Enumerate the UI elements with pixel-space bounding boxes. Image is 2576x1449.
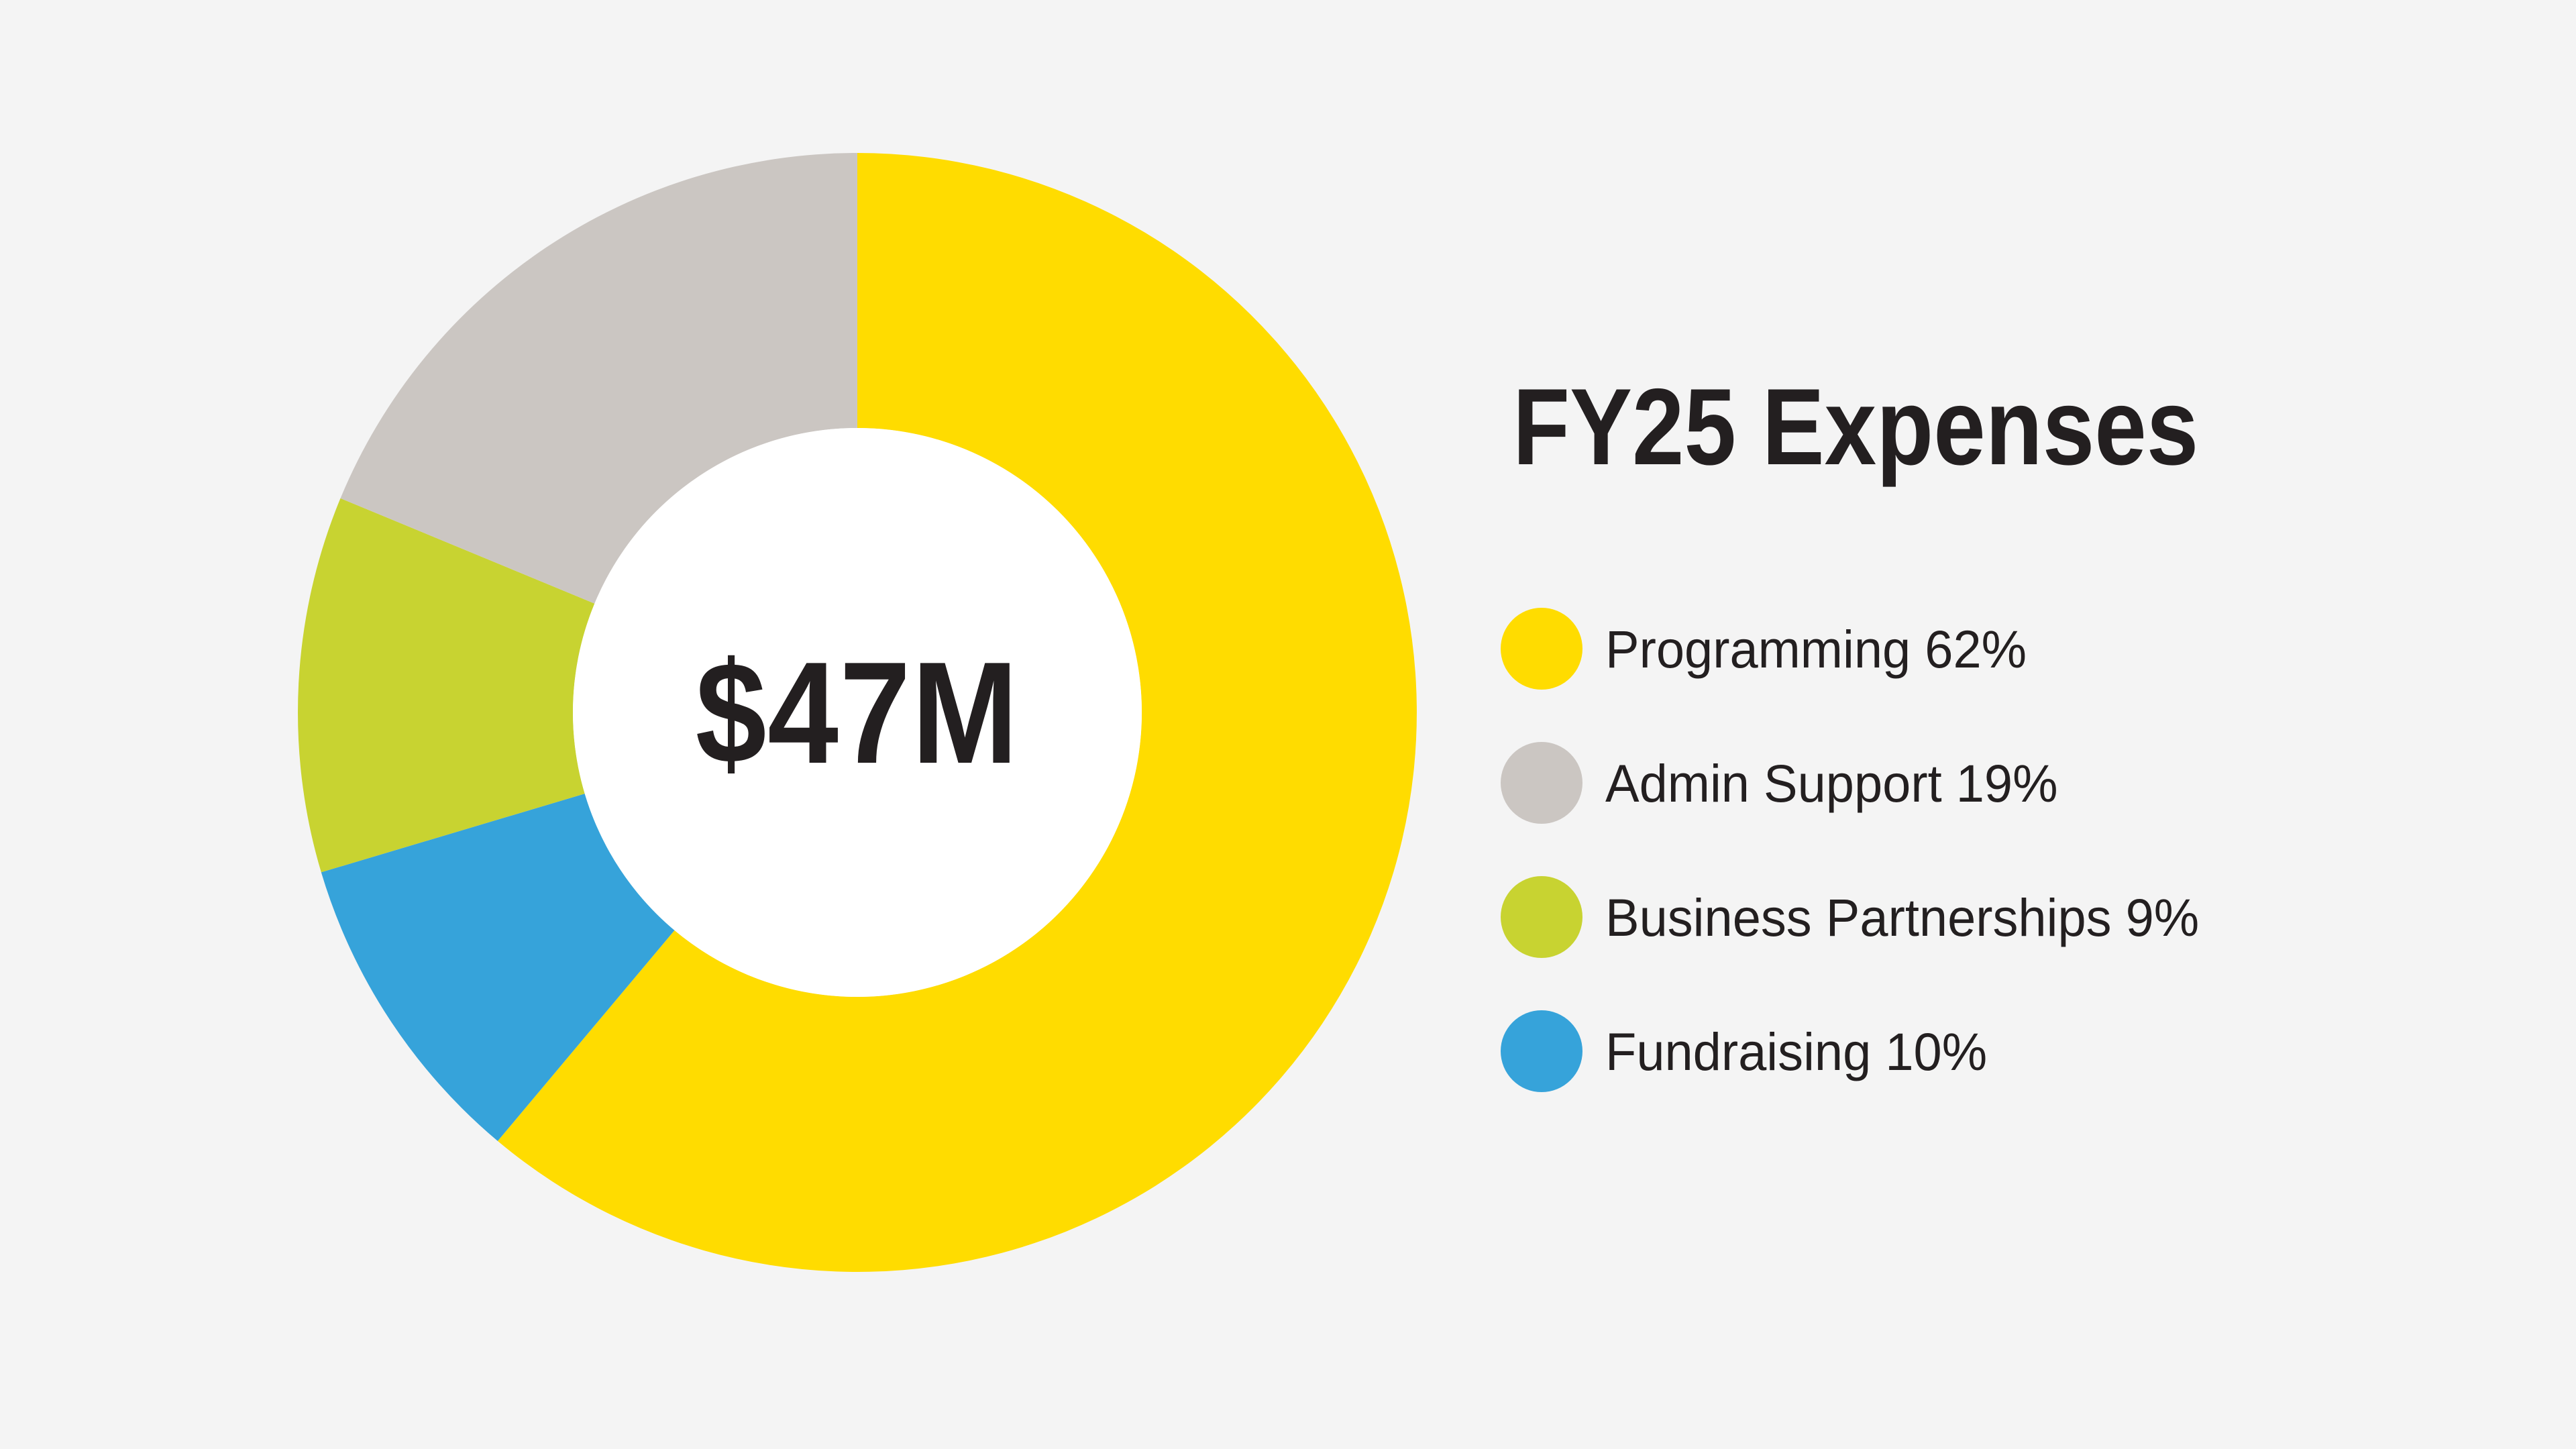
donut-hole xyxy=(573,428,1142,997)
legend-item-admin-support: Admin Support 19% xyxy=(1501,742,2077,824)
center-total-label: $47M xyxy=(695,631,1020,794)
legend-dot-icon xyxy=(1501,876,1582,958)
legend-dot-icon xyxy=(1501,1010,1582,1092)
chart-title: FY25 Expenses xyxy=(1513,366,2199,488)
legend-label: Admin Support 19% xyxy=(1605,753,2058,813)
legend-item-fundraising: Fundraising 10% xyxy=(1501,1010,2003,1092)
legend-item-business-partnerships: Business Partnerships 9% xyxy=(1501,876,2224,958)
legend-dot-icon xyxy=(1501,742,1582,824)
legend-item-programming: Programming 62% xyxy=(1501,608,2044,690)
slice-business-partnerships xyxy=(298,498,595,873)
slice-fundraising xyxy=(321,794,675,1141)
legend-label: Programming 62% xyxy=(1605,619,2027,679)
legend-dot-icon xyxy=(1501,608,1582,690)
slice-admin-support xyxy=(340,152,857,604)
legend-label: Fundraising 10% xyxy=(1605,1021,1988,1081)
slice-programming xyxy=(497,153,1417,1272)
legend-label: Business Partnerships 9% xyxy=(1605,887,2200,947)
